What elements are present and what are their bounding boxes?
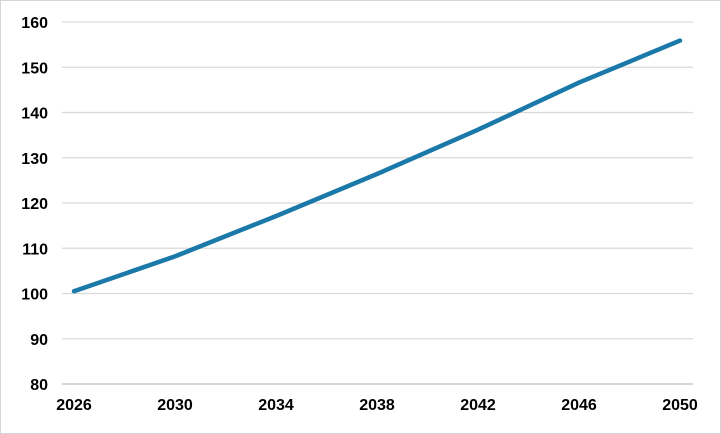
data-series-line: [71, 38, 683, 294]
x-tick-label-2026: 2026: [56, 397, 92, 414]
x-axis-tick-labels: 2026 2030 2034 2038 2042 2046 2050: [56, 397, 698, 414]
y-tick-label-150: 150: [21, 60, 48, 77]
y-tick-label-120: 120: [21, 196, 48, 213]
y-tick-label-80: 80: [30, 377, 48, 394]
x-tick-label-2030: 2030: [157, 397, 193, 414]
y-tick-label-100: 100: [21, 287, 48, 304]
x-tick-label-2038: 2038: [359, 397, 395, 414]
x-tick-label-2042: 2042: [460, 397, 496, 414]
gridlines: [62, 21, 693, 340]
y-tick-label-160: 160: [21, 15, 48, 32]
y-axis-tick-labels: 80 90 100 110 120 130 140 150 160: [21, 15, 48, 394]
y-tick-label-140: 140: [21, 106, 48, 123]
y-tick-label-110: 110: [22, 241, 48, 258]
x-tick-label-2034: 2034: [258, 397, 294, 414]
x-tick-label-2046: 2046: [561, 397, 597, 414]
y-tick-label-90: 90: [30, 332, 48, 349]
x-tick-label-2050: 2050: [662, 397, 698, 414]
y-tick-label-130: 130: [21, 151, 48, 168]
